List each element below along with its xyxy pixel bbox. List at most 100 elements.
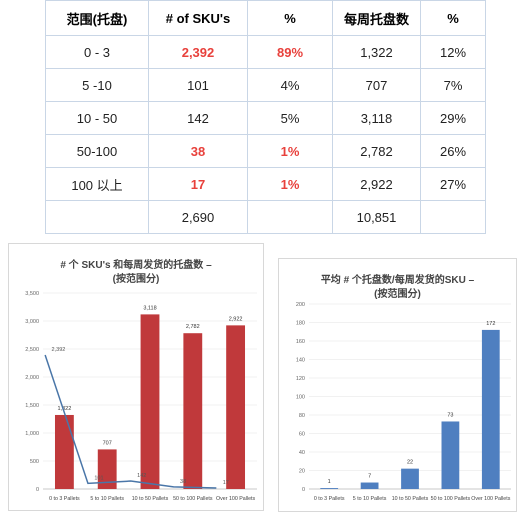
table-cell: 3,118: [332, 101, 421, 135]
data-label: 3,118: [143, 305, 156, 311]
chart: # 个 SKU's 和每周发货的托盘数 –(按范围分) 0 500 1,000 1,50…: [8, 243, 264, 511]
chart-subtitle: (按范围分): [374, 287, 421, 300]
x-tick-label: Over 100 Pallets: [216, 496, 256, 502]
header-cell: 每周托盘数: [332, 0, 421, 36]
data-label: 73: [447, 412, 453, 418]
y-tick-label: 120: [296, 376, 305, 382]
table-cell: 10,851: [332, 200, 421, 234]
x-tick-label: 10 to 50 Pallets: [392, 496, 429, 502]
x-tick-label: 0 to 3 Pallets: [49, 496, 80, 502]
data-label: 7: [368, 474, 371, 480]
table-cell: 4%: [247, 68, 333, 102]
line: [44, 354, 217, 489]
bar: [183, 333, 203, 489]
data-label: 1: [328, 479, 331, 485]
y-tick-label: 60: [299, 432, 305, 438]
table-cell: 1,322: [332, 35, 421, 69]
y-tick-label: 0: [36, 487, 39, 493]
table-cell: 7%: [420, 68, 486, 102]
bar: [481, 329, 500, 489]
x-tick-label: 50 to 100 Pallets: [431, 496, 471, 502]
table-body: 0 - 3 2,392 89% 1,322 12% 5 -10 101 4% 707 7% 10 -…: [45, 35, 486, 234]
header-cell: %: [247, 0, 333, 36]
chart-title: 平均 # 个托盘数/每周发货的SKU –: [321, 273, 475, 286]
table-cell: 0 - 3: [45, 35, 149, 69]
table-cell: 2,922: [332, 167, 421, 201]
table-cell: [45, 200, 149, 234]
data-label: 38: [180, 479, 186, 485]
bar: [441, 421, 460, 489]
table-cell: 5%: [247, 101, 333, 135]
table-cell: 10 - 50: [45, 101, 149, 135]
summary-table: 范围(托盘) # of SKU's % 每周托盘数 % 0 - 3 2,392 89…: [45, 0, 486, 234]
bar: [97, 449, 117, 489]
table-cell: 1%: [247, 167, 333, 201]
table-row: 0 - 3 2,392 89% 1,322 12%: [45, 35, 486, 69]
table-row: 10 - 50 142 5% 3,118 29%: [45, 101, 486, 135]
x-tick-label: 5 to 10 Pallets: [353, 496, 387, 502]
y-tick-label: 1,500: [25, 403, 39, 409]
bar: [360, 482, 379, 489]
data-label: 1,322: [58, 406, 72, 412]
data-label: 2,782: [186, 324, 200, 330]
data-label: 2,922: [229, 316, 243, 322]
bar: [320, 488, 339, 489]
x-tick-label: 50 to 100 Pallets: [173, 496, 213, 502]
table-cell: 27%: [420, 167, 486, 201]
table-cell: 707: [332, 68, 421, 102]
chart-subtitle: (按范围分): [113, 272, 160, 285]
y-tick-label: 3,500: [25, 291, 39, 297]
x-tick-label: 10 to 50 Pallets: [132, 496, 169, 502]
data-label: 707: [103, 440, 112, 446]
y-tick-label: 140: [296, 358, 305, 364]
y-tick-label: 2,500: [25, 347, 39, 353]
data-label: 17: [223, 480, 229, 486]
y-tick-label: 0: [302, 487, 305, 493]
header-cell: %: [420, 0, 486, 36]
bar: [140, 314, 160, 489]
data-label: 22: [407, 460, 413, 466]
table-cell: 12%: [420, 35, 486, 69]
y-tick-label: 80: [299, 413, 305, 419]
table-cell: [420, 200, 486, 234]
table-row: 50-100 38 1% 2,782 26%: [45, 134, 486, 168]
y-tick-label: 40: [299, 450, 305, 456]
data-label: 2,392: [52, 347, 66, 353]
table-cell: [247, 200, 333, 234]
table-cell: 2,690: [148, 200, 248, 234]
table-cell: 17: [148, 167, 248, 201]
y-tick-label: 3,000: [25, 319, 39, 325]
y-tick-label: 500: [30, 459, 39, 465]
bar: [54, 414, 74, 489]
y-tick-label: 20: [299, 469, 305, 475]
header-row: 范围(托盘) # of SKU's % 每周托盘数 %: [45, 0, 486, 36]
table-cell: 38: [148, 134, 248, 168]
y-tick-label: 1,000: [25, 431, 39, 437]
y-tick-label: 160: [296, 339, 305, 345]
table-cell: 89%: [247, 35, 333, 69]
x-tick-label: Over 100 Pallets: [471, 496, 511, 502]
table-cell: 2,782: [332, 134, 421, 168]
y-tick-label: 100: [296, 395, 305, 401]
data-label: 142: [137, 473, 146, 479]
data-label: 172: [486, 321, 495, 327]
bar: [401, 468, 419, 489]
table-row: 100 以上 17 1% 2,922 27%: [45, 167, 486, 201]
data-label: 101: [94, 475, 103, 481]
x-tick-label: 0 to 3 Pallets: [314, 496, 345, 502]
y-tick-label: 180: [296, 321, 305, 327]
table-cell: 2,392: [148, 35, 248, 69]
table-cell: 26%: [420, 134, 486, 168]
table-row: 5 -10 101 4% 707 7%: [45, 68, 486, 102]
total-row: 2,690 10,851: [45, 200, 486, 234]
table-cell: 1%: [247, 134, 333, 168]
chart-title: # 个 SKU's 和每周发货的托盘数 –: [60, 258, 212, 271]
table-cell: 101: [148, 68, 248, 102]
header-cell: # of SKU's: [148, 0, 248, 36]
chart: 平均 # 个托盘数/每周发货的SKU –(按范围分)02040608010012…: [278, 258, 517, 512]
table-cell: 142: [148, 101, 248, 135]
table-cell: 5 -10: [45, 68, 149, 102]
bar: [226, 325, 246, 489]
header-cell: 范围(托盘): [45, 0, 149, 36]
